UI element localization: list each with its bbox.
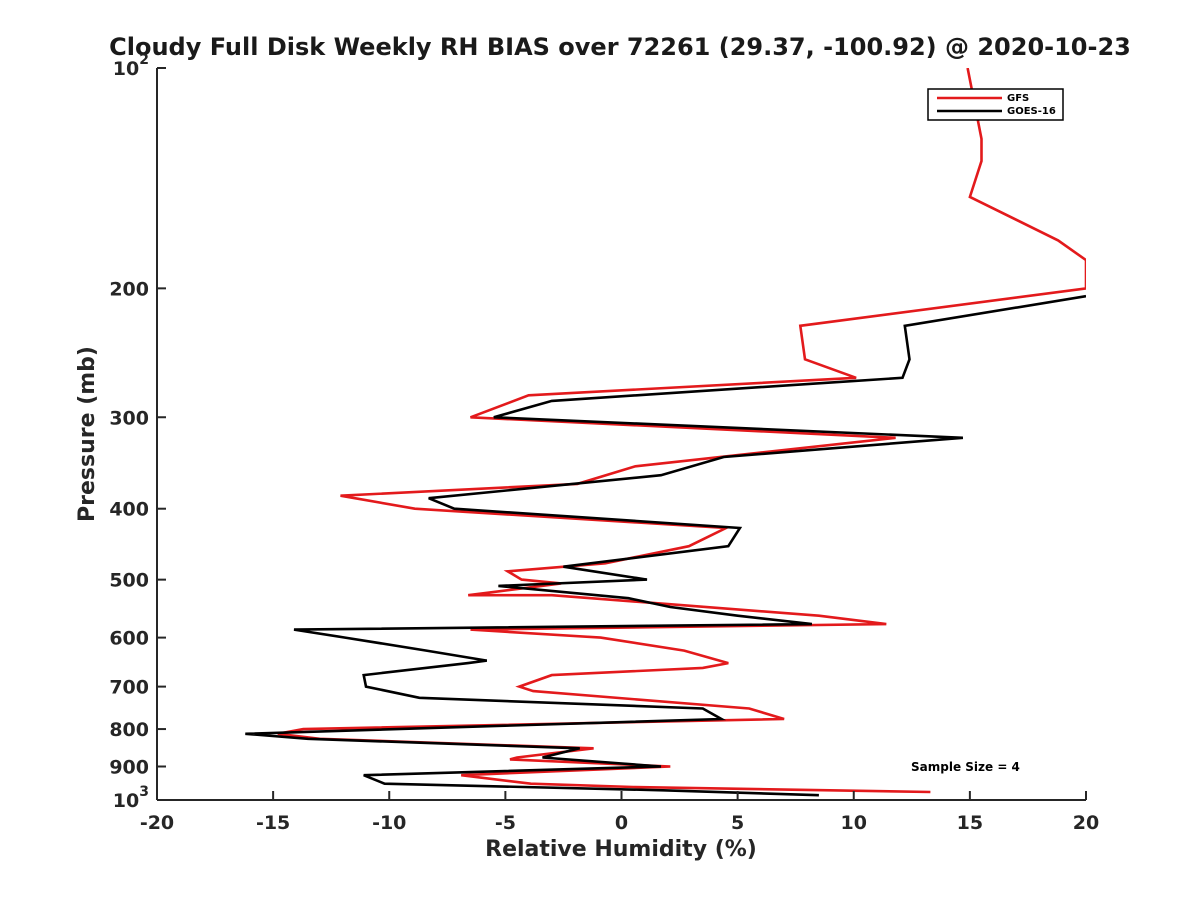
x-tick-label: 0 bbox=[615, 812, 628, 834]
x-tick-label: 20 bbox=[1073, 812, 1099, 834]
sample-size-annotation: Sample Size = 4 bbox=[911, 760, 1020, 774]
x-tick-label: 5 bbox=[731, 812, 744, 834]
legend-label-goes16: GOES-16 bbox=[1007, 106, 1056, 117]
y-tick-label: 600 bbox=[109, 628, 149, 650]
y-tick-label: 700 bbox=[109, 677, 149, 699]
y-tick-label: 103 bbox=[113, 784, 149, 812]
y-tick-label: 900 bbox=[109, 757, 149, 779]
x-axis-label: Relative Humidity (%) bbox=[485, 837, 757, 862]
x-tick-label: -20 bbox=[140, 812, 174, 834]
y-tick-label: 400 bbox=[109, 499, 149, 521]
axes bbox=[156, 68, 1086, 801]
x-tick-label: 10 bbox=[841, 812, 867, 834]
y-tick-label: 500 bbox=[109, 570, 149, 592]
series-line-gfs bbox=[277, 68, 1086, 794]
y-axis-label: Pressure (mb) bbox=[75, 346, 100, 522]
legend: GFS GOES-16 bbox=[927, 88, 1064, 121]
y-tick-label: 200 bbox=[109, 278, 149, 300]
x-tick-label: -15 bbox=[256, 812, 290, 834]
chart-title: Cloudy Full Disk Weekly RH BIAS over 722… bbox=[109, 33, 1131, 61]
series-line-goes16 bbox=[245, 294, 1086, 797]
series-layer bbox=[245, 68, 1086, 797]
legend-label-gfs: GFS bbox=[1007, 93, 1029, 104]
x-tick-label: -5 bbox=[495, 812, 516, 834]
y-tick-label: 800 bbox=[109, 719, 149, 741]
y-tick-label: 300 bbox=[109, 407, 149, 429]
x-ticks: -20 -15 -10 -5 0 5 10 15 20 bbox=[140, 791, 1099, 834]
x-tick-label: -10 bbox=[372, 812, 406, 834]
legend-box bbox=[927, 88, 1064, 121]
x-tick-label: 15 bbox=[957, 812, 983, 834]
